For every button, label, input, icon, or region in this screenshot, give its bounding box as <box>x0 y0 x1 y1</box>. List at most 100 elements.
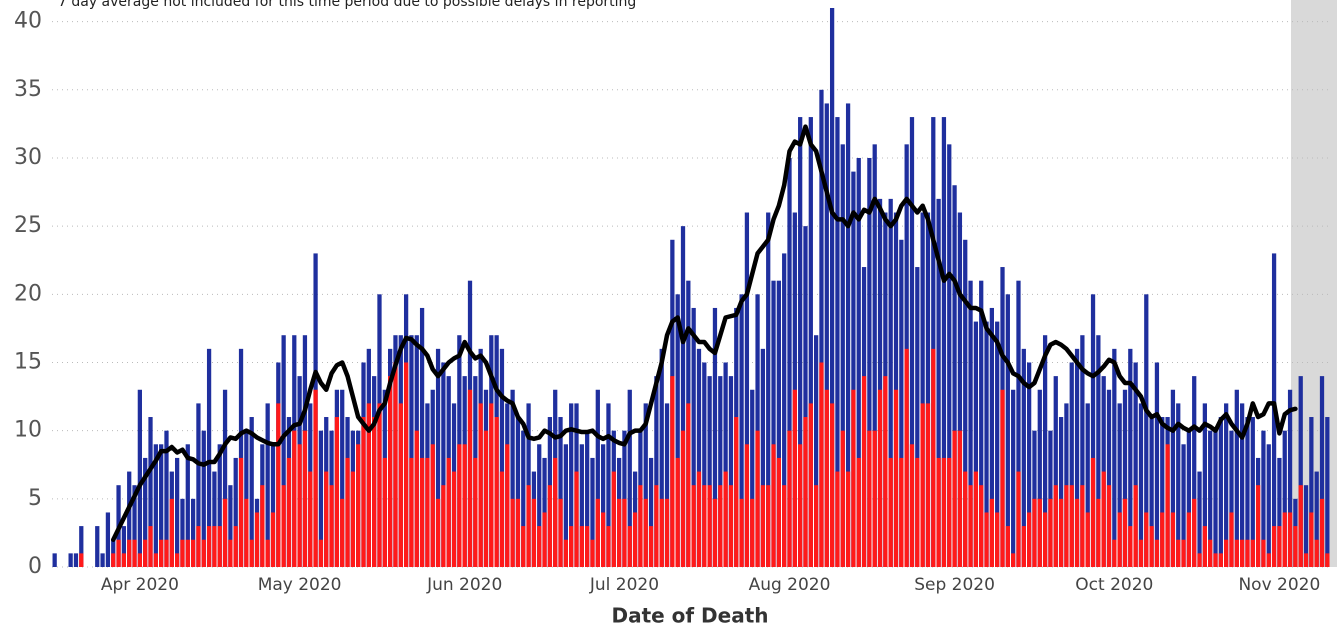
bar <box>909 117 915 567</box>
bar <box>787 430 792 567</box>
bar <box>127 539 132 567</box>
bar <box>867 430 872 567</box>
bar <box>803 226 808 567</box>
bar <box>169 498 174 567</box>
bar <box>281 485 286 567</box>
bar <box>601 512 606 567</box>
bar <box>73 553 79 567</box>
bar <box>297 444 302 567</box>
bar <box>281 335 286 567</box>
bar <box>478 403 483 567</box>
bar <box>648 457 654 567</box>
bar <box>1197 471 1202 567</box>
bar <box>1176 539 1181 567</box>
bar <box>372 417 377 567</box>
bar <box>292 430 297 567</box>
y-tick-label: 0 <box>28 554 42 579</box>
bar <box>1096 498 1101 567</box>
bar <box>1218 553 1223 567</box>
bar <box>824 103 829 567</box>
bar <box>286 457 292 567</box>
bar <box>968 280 973 567</box>
bar <box>388 376 393 567</box>
bar <box>856 157 861 567</box>
bar <box>1224 539 1229 567</box>
bar <box>1202 403 1207 567</box>
bar <box>329 485 334 567</box>
bar <box>1037 498 1042 567</box>
bar <box>1314 539 1319 567</box>
bar <box>936 457 941 567</box>
bar <box>441 485 446 567</box>
bar <box>79 526 84 567</box>
x-tick-label: Jun 2020 <box>426 575 502 595</box>
bar <box>414 430 419 567</box>
bar <box>925 403 931 567</box>
bar <box>430 444 435 567</box>
bar <box>1053 376 1058 567</box>
bar <box>228 539 233 567</box>
bar <box>1133 362 1138 567</box>
bar <box>249 417 254 567</box>
bar <box>643 403 648 567</box>
bar <box>856 457 861 567</box>
bar <box>212 471 217 567</box>
bar <box>771 280 776 567</box>
bar <box>925 212 931 567</box>
bar <box>776 280 781 567</box>
bar <box>393 362 398 567</box>
bar <box>1255 485 1261 567</box>
bar <box>590 539 595 567</box>
average-line <box>110 124 1298 542</box>
bar <box>579 444 584 567</box>
bar <box>1027 362 1032 567</box>
bar <box>217 526 222 567</box>
bar <box>457 444 462 567</box>
bar <box>105 512 111 567</box>
bar <box>601 444 606 567</box>
bar <box>1197 553 1202 567</box>
bar <box>350 471 355 567</box>
bar <box>212 526 217 567</box>
bar <box>952 185 957 567</box>
bar <box>1149 417 1154 567</box>
bar <box>175 457 180 567</box>
bar <box>1053 485 1058 567</box>
bar <box>686 403 691 567</box>
bar <box>968 485 973 567</box>
bar <box>835 471 840 567</box>
bar <box>542 512 547 567</box>
bar <box>1011 553 1016 567</box>
bar <box>222 498 228 567</box>
bar <box>185 539 190 567</box>
bar <box>569 403 574 567</box>
bar <box>995 321 1000 567</box>
bar <box>1266 553 1271 567</box>
bar <box>143 539 148 567</box>
reporting-delay-shade <box>1291 0 1337 567</box>
bar <box>1005 526 1010 567</box>
bar <box>1266 444 1271 567</box>
bar <box>196 403 201 567</box>
bar <box>451 471 457 567</box>
bar <box>888 457 893 567</box>
bar <box>680 226 686 567</box>
bar <box>936 198 941 567</box>
bar <box>68 553 73 567</box>
bar <box>270 444 276 567</box>
bar <box>1074 498 1080 567</box>
bar <box>1303 485 1309 567</box>
bar <box>1293 526 1298 567</box>
y-tick-label: 40 <box>14 9 42 34</box>
bar <box>1005 294 1010 567</box>
bar <box>1287 512 1293 567</box>
bar <box>1144 294 1149 567</box>
bar <box>148 526 153 567</box>
bar <box>127 471 132 567</box>
bar <box>1240 539 1245 567</box>
bar <box>696 471 702 567</box>
bar <box>851 171 856 568</box>
bar <box>989 498 994 567</box>
bar <box>153 444 158 567</box>
